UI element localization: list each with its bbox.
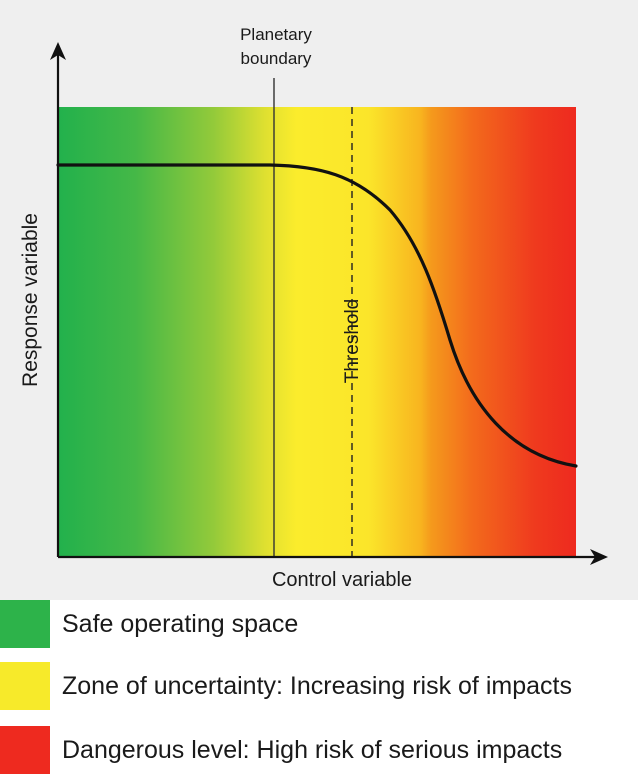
response-curve [56,163,578,468]
y-axis-arrow-icon [50,42,66,60]
legend-label-danger: Dangerous level: High risk of serious im… [62,735,563,764]
legend: Safe operating space Zone of uncertainty… [0,600,638,777]
threshold-label: Threshold [342,299,363,384]
boundary-label-line1: Planetary [240,25,312,44]
diagram-figure: Planetary boundary Threshold Response va… [0,0,638,600]
legend-label-safe: Safe operating space [62,609,299,638]
legend-label-uncertainty: Zone of uncertainty: Increasing risk of … [62,671,572,700]
legend-item-uncertainty: Zone of uncertainty: Increasing risk of … [0,662,638,710]
legend-item-danger: Dangerous level: High risk of serious im… [0,726,638,774]
x-axis-label: Control variable [272,569,412,591]
planetary-boundary-diagram: Planetary boundary Threshold Response va… [19,25,608,591]
zone-gradient-area [58,107,576,557]
legend-swatch-danger [0,726,50,774]
legend-swatch-uncertainty [0,662,50,710]
x-axis-arrow-icon [590,549,608,565]
legend-item-safe: Safe operating space [0,600,638,648]
legend-swatch-safe [0,600,50,648]
boundary-label-line2: boundary [241,49,312,68]
y-axis-label: Response variable [19,213,42,387]
